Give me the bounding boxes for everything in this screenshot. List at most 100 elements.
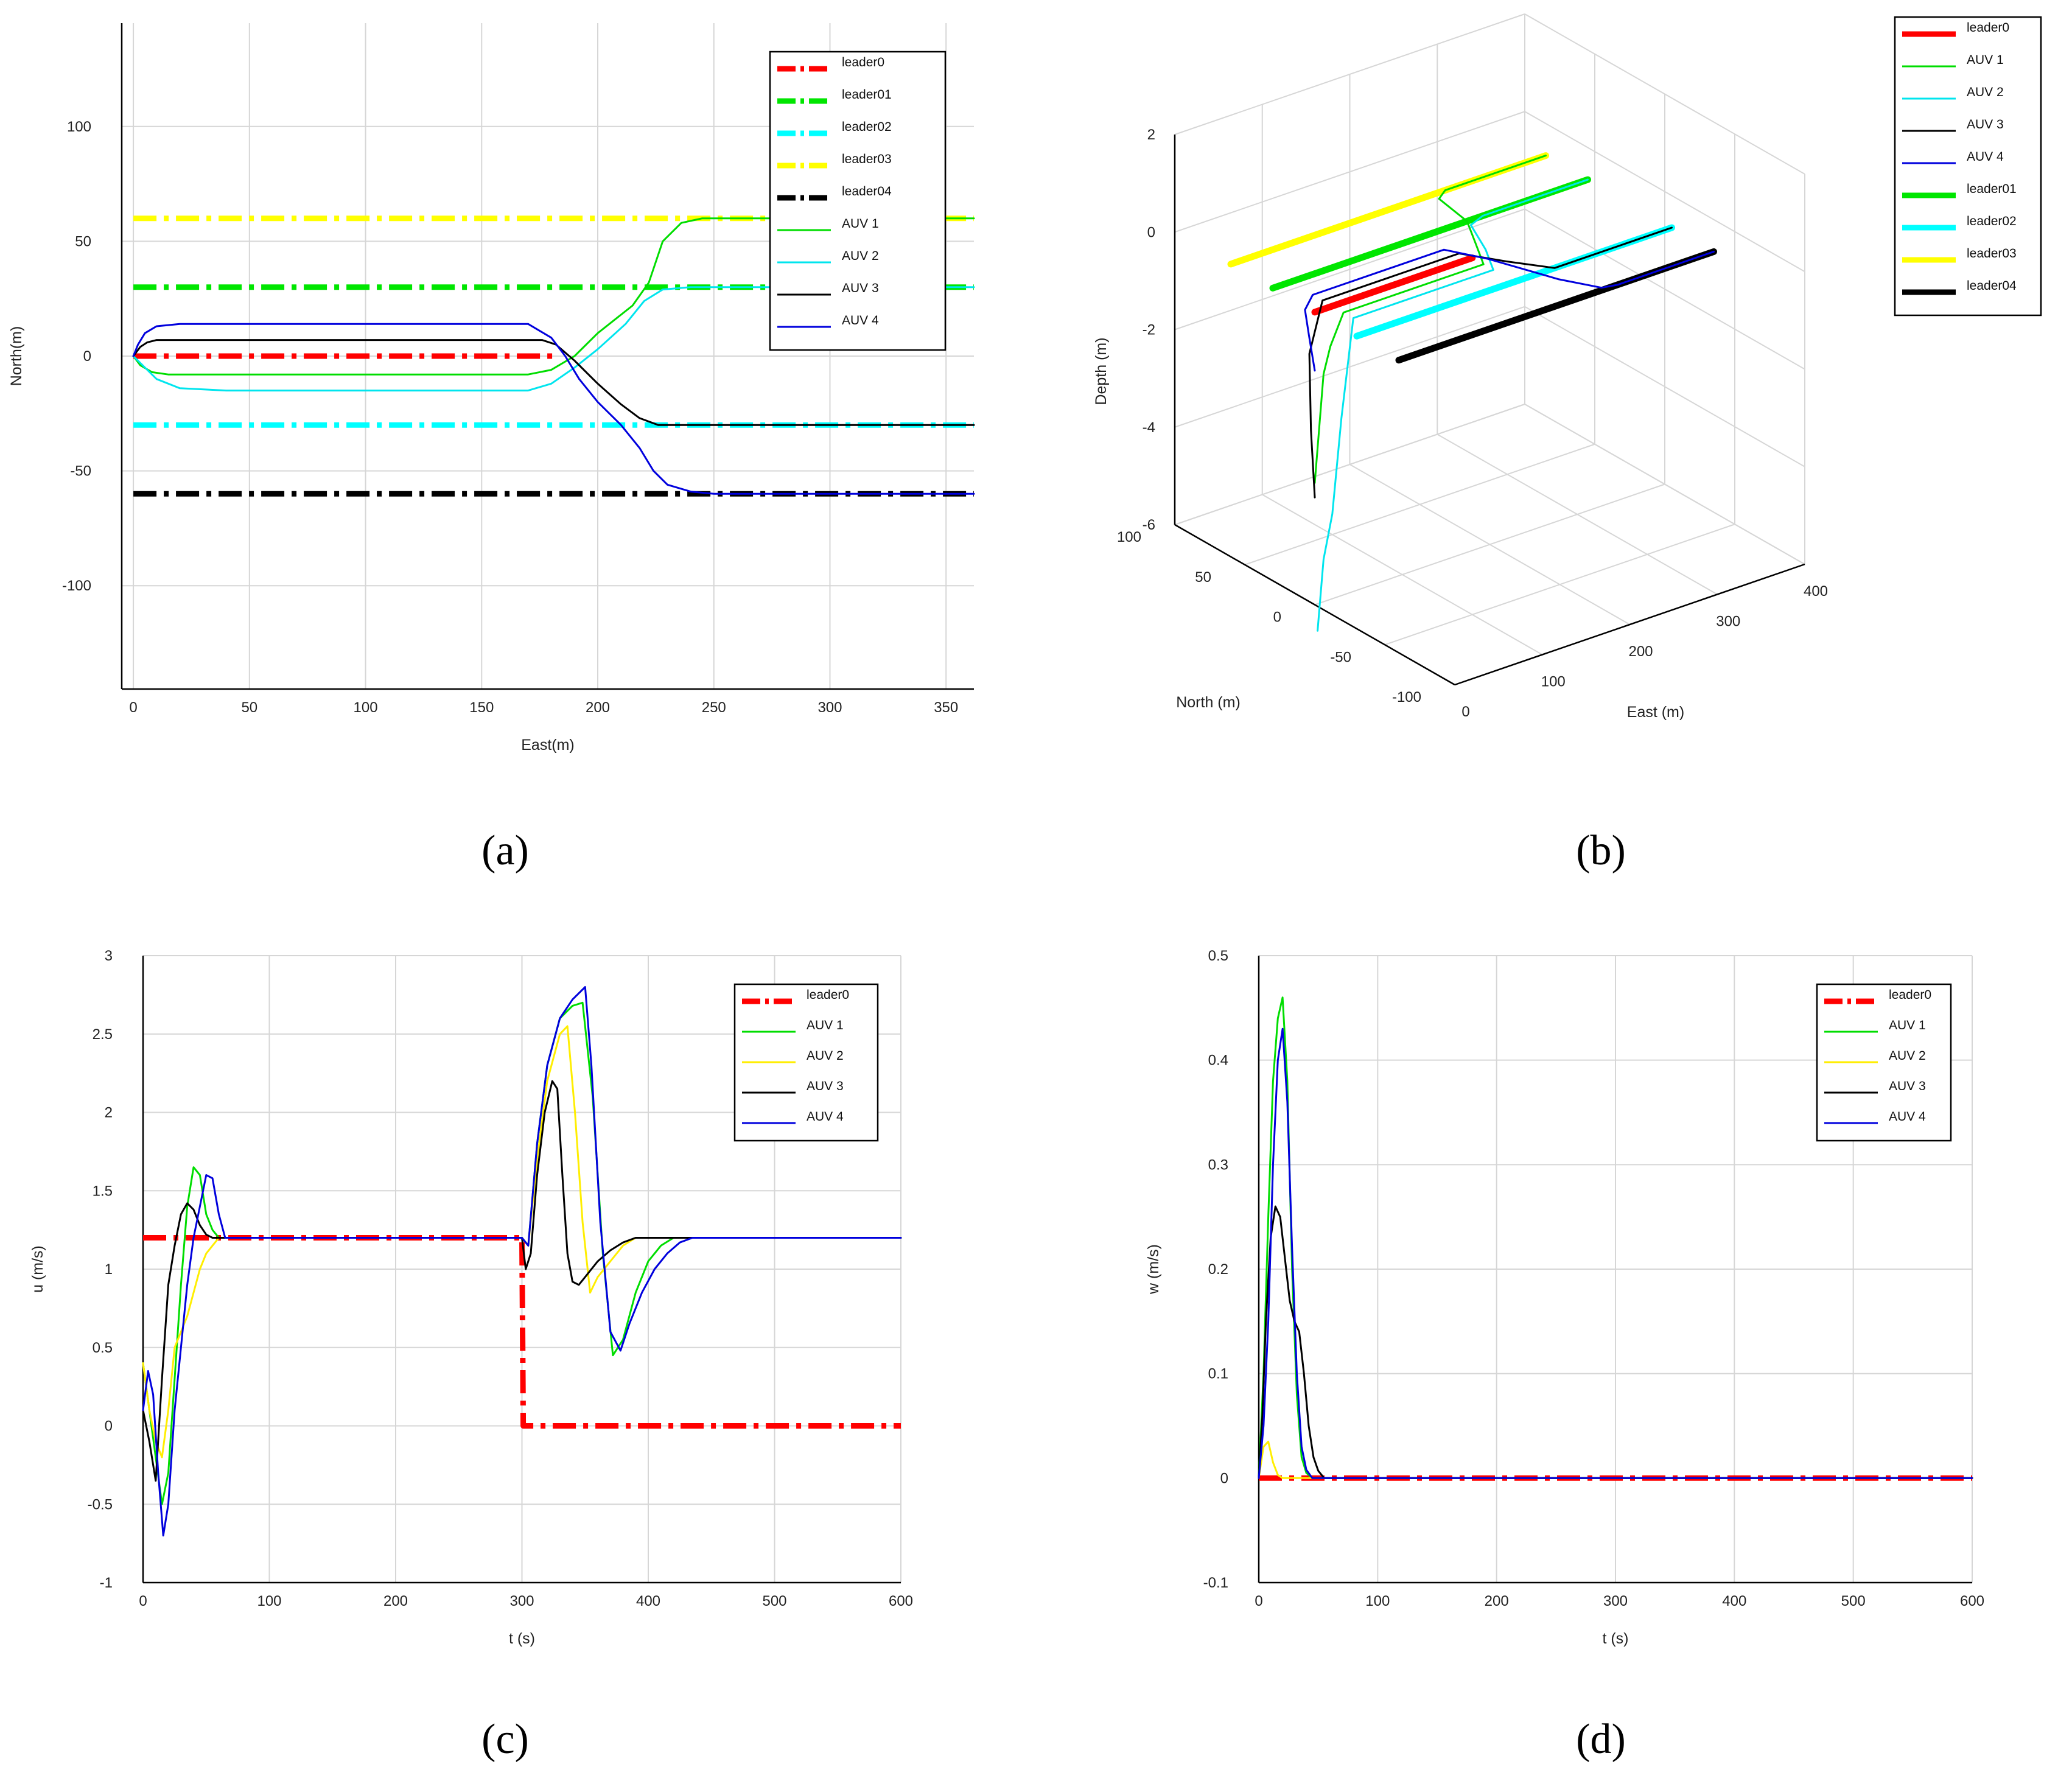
panel-b-east-tick-label: 0: [1461, 704, 1469, 720]
panel-d-ytick-label: -0.1: [1203, 1575, 1228, 1591]
panel-c-ytick-label: -1: [100, 1575, 113, 1591]
panel-c-ytick-label: 1.5: [93, 1183, 113, 1199]
panel-a-xtick-label: 50: [241, 699, 257, 716]
panel-b-legend-label-auv-4: AUV 4: [1967, 150, 2004, 164]
panel-b-series-auv-4: [1304, 248, 1715, 372]
panel-c-legend-label-leader0: leader0: [807, 988, 849, 1002]
panel-b-east-tick-label: 100: [1541, 674, 1566, 690]
panel-a-legend-label-leader02: leader02: [842, 120, 892, 134]
panel-c-ytick-label: 1: [105, 1261, 113, 1278]
panel-a-legend: leader0 leader01 leader02 leader03 leader04 A…: [769, 51, 947, 351]
panel-d-xtick-label: 500: [1841, 1593, 1866, 1609]
panel-b-ylabel: North (m): [1176, 694, 1241, 711]
panel-c-series-auv-3: [142, 1080, 902, 1482]
panel-c-xtick-label: 400: [636, 1593, 660, 1609]
panel-b-grid-sidewall-depth-6: [1524, 404, 1805, 565]
panel-a-xtick-label: 250: [702, 699, 726, 716]
panel-d-legend-label-auv-4: AUV 4: [1889, 1110, 1926, 1124]
panel-b-north-tick-label: 50: [1195, 569, 1211, 586]
panel-c-ytick-label: 2.5: [93, 1026, 113, 1043]
panel-b-legend-label-leader0: leader0: [1967, 21, 2009, 35]
panel-b-east-tick-label: 400: [1804, 583, 1828, 600]
caption-a: (a): [481, 827, 529, 874]
panel-b-north-tick-label: -100: [1392, 689, 1421, 705]
panel-d-ytick-label: 0.3: [1208, 1157, 1228, 1173]
panel-c-legend: leader0 AUV 1 AUV 2 AUV 3 AUV 4: [733, 983, 879, 1142]
panel-b-series-group: [1227, 152, 1717, 632]
panel-b-legend: leader0 AUV 1 AUV 2 AUV 3 AUV 4 leader01 leade…: [1894, 16, 2042, 317]
panel-d-legend-label-auv-2: AUV 2: [1889, 1049, 1926, 1063]
panel-d-xtick-label: 400: [1722, 1593, 1746, 1609]
panel-d-legend-label-leader0: leader0: [1889, 988, 1931, 1002]
panel-d-legend: leader0 AUV 1 AUV 2 AUV 3 AUV 4: [1816, 983, 1952, 1142]
panel-b-grid-backwall-depth-2: [1174, 208, 1525, 331]
panel-b-grid-backwall-depth-4: [1174, 306, 1525, 428]
panel-d-ytick-label: 0.5: [1208, 948, 1228, 964]
panel-b-xlabel: East (m): [1627, 704, 1684, 721]
panel-d-xtick-label: 600: [1960, 1593, 1984, 1609]
panel-c-xtick-label: 300: [509, 1593, 534, 1609]
panel-b-grid-backwall-depth-0: [1174, 111, 1525, 233]
panel-c-xlabel: t (s): [509, 1630, 535, 1647]
panel-b-grid-sidewall-depth-4: [1524, 306, 1805, 467]
panel-b-legend-label-leader01: leader01: [1967, 182, 2017, 196]
panel-b-north-axis: [1174, 523, 1455, 686]
panel-d-xtick-label: 0: [1255, 1593, 1262, 1609]
panel-d-series-group: [1258, 996, 1973, 1481]
panel-b-east-axis: [1454, 563, 1805, 686]
panel-a-xtick-label: 350: [934, 699, 958, 716]
panel-b-east-tick-label: 200: [1628, 643, 1653, 660]
panel-a-xtick-label: 150: [469, 699, 494, 716]
panel-b-north-tick-label: -50: [1330, 649, 1351, 665]
panel-b-series-leader0: [1311, 254, 1476, 316]
panel-b-depth-tick-label: -2: [1143, 322, 1155, 338]
panel-a-ytick-label: 0: [83, 348, 91, 365]
panel-b-legend-label-auv-2: AUV 2: [1967, 85, 2004, 99]
panel-a-legend-label-leader01: leader01: [842, 88, 892, 102]
panel-a-series-auv-1: [132, 217, 975, 376]
panel-d-ytick-label: 0.2: [1208, 1261, 1228, 1278]
panel-c-legend-label-auv-2: AUV 2: [807, 1049, 844, 1063]
panel-d-legend-label-auv-1: AUV 1: [1889, 1018, 1926, 1032]
panel-a-legend-label-auv-3: AUV 3: [842, 281, 879, 295]
panel-c-legend-label-auv-3: AUV 3: [807, 1079, 844, 1093]
panel-d-xtick-label: 200: [1485, 1593, 1509, 1609]
panel-a-series-group: [132, 215, 975, 497]
panel-c-xtick-label: 500: [762, 1593, 786, 1609]
panel-a-xlabel: East(m): [521, 737, 575, 754]
panel-c-xtick-label: 100: [257, 1593, 281, 1609]
panel-c-series-group: [142, 986, 902, 1537]
panel-a-xtick-label: 200: [586, 699, 610, 716]
panel-a-legend-label-auv-4: AUV 4: [842, 313, 879, 327]
panel-a-series-auv-4: [132, 323, 975, 495]
panel-b-grid-sidewall-depth-2: [1524, 208, 1805, 370]
panel-c-ylabel: u (m/s): [29, 1245, 46, 1293]
panel-d-heave-velocity-plot: 0 100 200 300 400 500 600 -0.1 0 0.1 0.2 0.3 0.4 0.5 t…: [1145, 948, 1984, 1647]
panel-b-depth-tick-label: -4: [1143, 419, 1155, 436]
panel-d-legend-label-auv-3: AUV 3: [1889, 1079, 1926, 1093]
panel-b-east-tick-label: 300: [1716, 614, 1740, 630]
panel-c-ytick-label: 0: [105, 1418, 113, 1435]
panel-a-east-north-plot: 0 50 100 150 200 250 300 350 -100 -50 0 50 100 East(m…: [8, 23, 975, 754]
panel-a-series-auv-3: [132, 339, 975, 426]
panel-d-ytick-label: 0.1: [1208, 1366, 1228, 1382]
panel-d-ytick-label: 0.4: [1208, 1052, 1228, 1069]
panel-c-legend-label-auv-4: AUV 4: [807, 1110, 844, 1124]
panel-d-xlabel: t (s): [1602, 1630, 1628, 1647]
panel-a-xtick-label: 300: [817, 699, 842, 716]
panel-c-ytick-label: -0.5: [88, 1496, 113, 1513]
panel-b-series-auv-1: [1314, 155, 1547, 484]
panel-b-depth-tick-label: -6: [1143, 517, 1155, 533]
panel-b-depth-tick-label: 0: [1147, 224, 1155, 240]
panel-a-ytick-label: 50: [75, 233, 91, 250]
panel-c-ytick-label: 0.5: [93, 1340, 113, 1356]
panel-b-north-tick-label: 100: [1117, 529, 1141, 545]
caption-b: (b): [1576, 827, 1626, 874]
caption-c: (c): [481, 1716, 529, 1763]
panel-c-xtick-label: 600: [889, 1593, 913, 1609]
panel-b-legend-label-leader03: leader03: [1967, 247, 2017, 261]
panel-b-legend-label-auv-3: AUV 3: [1967, 117, 2004, 131]
panel-b-grid-floor-north-50: [1244, 443, 1595, 565]
panel-b-legend-label-leader02: leader02: [1967, 214, 2017, 228]
panel-d-xtick-label: 300: [1603, 1593, 1628, 1609]
